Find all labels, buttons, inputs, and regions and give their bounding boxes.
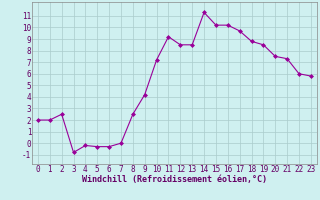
X-axis label: Windchill (Refroidissement éolien,°C): Windchill (Refroidissement éolien,°C)	[82, 175, 267, 184]
